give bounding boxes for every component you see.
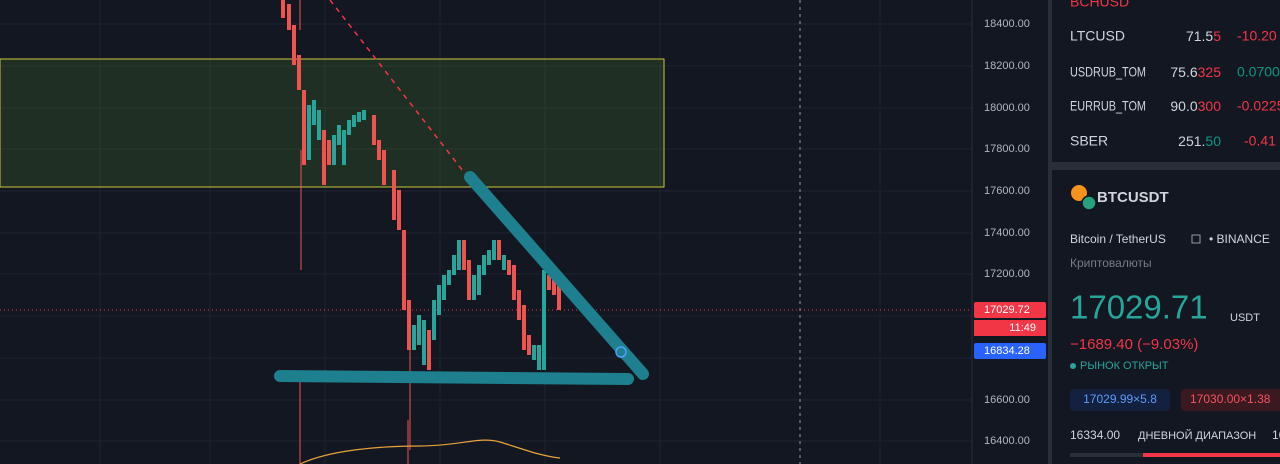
price-axis: 18400.00 18200.00 18000.00 17800.00 1760… bbox=[971, 0, 1048, 464]
price-main: 71.5 bbox=[1186, 28, 1213, 44]
chart-background bbox=[0, 0, 972, 464]
price-tick: 18400.00 bbox=[984, 18, 1030, 30]
watchlist-change: -0.0225 bbox=[1237, 98, 1280, 114]
price-tick: 17400.00 bbox=[984, 227, 1030, 239]
price-tick: 16400.00 bbox=[984, 435, 1030, 447]
market-status: РЫНОК ОТКРЫТ bbox=[1080, 360, 1169, 372]
exchange: • BINANCE bbox=[1209, 232, 1270, 246]
watchlist-price: 251.50 bbox=[1178, 133, 1221, 149]
symbol-title[interactable]: BTCUSDT bbox=[1097, 189, 1169, 206]
last-price: 17029.71 bbox=[1070, 289, 1208, 326]
price-tick: 16600.00 bbox=[984, 394, 1030, 406]
watchlist-row[interactable]: USDRUB_TOM 75.6325 0.0700 bbox=[1070, 60, 1280, 86]
watchlist-symbol[interactable]: BCHUSD bbox=[1070, 0, 1129, 10]
watchlist: BCHUSD LTCUSD 71.55 -10.20 USDRUB_TOM 75… bbox=[1052, 0, 1280, 162]
external-link-icon[interactable] bbox=[1191, 234, 1201, 244]
watchlist-symbol: USDRUB_TOM bbox=[1070, 64, 1146, 80]
price-tick: 17600.00 bbox=[984, 185, 1030, 197]
chart-pane bbox=[0, 0, 972, 464]
price-main: 251. bbox=[1178, 133, 1205, 149]
status-dot bbox=[1070, 363, 1076, 369]
crosshair-badge bbox=[974, 343, 1046, 359]
watchlist-symbol: LTCUSD bbox=[1070, 28, 1125, 44]
price-tail: 5 bbox=[1213, 28, 1221, 44]
last-price-label: 17029.72 bbox=[984, 304, 1030, 316]
day-high: 16 bbox=[1272, 428, 1280, 442]
moving-average bbox=[299, 439, 561, 464]
price-tick: 18000.00 bbox=[984, 102, 1030, 114]
section-divider bbox=[1052, 162, 1280, 170]
crosshair-label: 16834.28 bbox=[984, 345, 1030, 357]
watchlist-row[interactable]: EURRUB_TOM 90.0300 -0.0225 bbox=[1070, 94, 1280, 120]
currency: USDT bbox=[1230, 312, 1260, 324]
symbol-details: BTCUSDT Bitcoin / TetherUS • BINANCE Кри… bbox=[1070, 185, 1280, 457]
watchlist-symbol: EURRUB_TOM bbox=[1070, 98, 1146, 114]
watchlist-background bbox=[1052, 0, 1280, 162]
watchlist-symbol: SBER bbox=[1070, 133, 1108, 149]
grid bbox=[0, 0, 972, 464]
watchlist-change: 0.0700 bbox=[1237, 64, 1280, 80]
watchlist-change: -0.41 bbox=[1244, 133, 1276, 149]
panel-divider bbox=[1048, 0, 1052, 464]
bid: 17029.99×5.8 bbox=[1083, 392, 1157, 406]
watchlist-row[interactable]: SBER 251.50 -0.41 bbox=[1070, 133, 1276, 149]
price-change: −1689.40 (−9.03%) bbox=[1070, 336, 1198, 353]
watchlist-price: 90.0300 bbox=[1170, 98, 1221, 114]
triangle-pattern bbox=[274, 171, 649, 385]
symbol-description: Bitcoin / TetherUS bbox=[1070, 232, 1166, 246]
price-main: 75.6 bbox=[1170, 64, 1197, 80]
axis-background bbox=[972, 0, 1048, 464]
ask: 17030.00×1.38 bbox=[1190, 392, 1271, 406]
resistance-zone bbox=[0, 58, 665, 188]
price-tail: 325 bbox=[1198, 64, 1222, 80]
category: Криптовалюты bbox=[1070, 256, 1152, 270]
day-range-label: ДНЕВНОЙ ДИАПАЗОН bbox=[1138, 429, 1256, 442]
countdown-label: 11:49 bbox=[1009, 322, 1036, 334]
last-price-badge bbox=[974, 302, 1046, 318]
countdown-badge bbox=[974, 320, 1046, 336]
ask-pill bbox=[1181, 389, 1280, 411]
price-tick: 17800.00 bbox=[984, 143, 1030, 155]
watchlist-price: 75.6325 bbox=[1170, 64, 1221, 80]
watchlist-change: -10.20 bbox=[1237, 28, 1277, 44]
range-fill bbox=[1143, 453, 1280, 457]
price-tick: 17200.00 bbox=[984, 268, 1030, 280]
price-main: 90.0 bbox=[1170, 98, 1197, 114]
watchlist-row[interactable]: LTCUSD 71.55 -10.20 bbox=[1070, 28, 1277, 44]
watchlist-price: 71.55 bbox=[1186, 28, 1221, 44]
trend-line bbox=[329, 0, 471, 181]
bid-pill bbox=[1070, 389, 1170, 411]
quote-icon bbox=[1081, 195, 1097, 211]
day-low: 16334.00 bbox=[1070, 428, 1120, 442]
drawing-handle[interactable] bbox=[615, 346, 627, 358]
coin-icon bbox=[1071, 185, 1087, 201]
price-tail: 50 bbox=[1205, 133, 1221, 149]
price-tail: 300 bbox=[1198, 98, 1222, 114]
price-tick: 18200.00 bbox=[984, 60, 1030, 72]
